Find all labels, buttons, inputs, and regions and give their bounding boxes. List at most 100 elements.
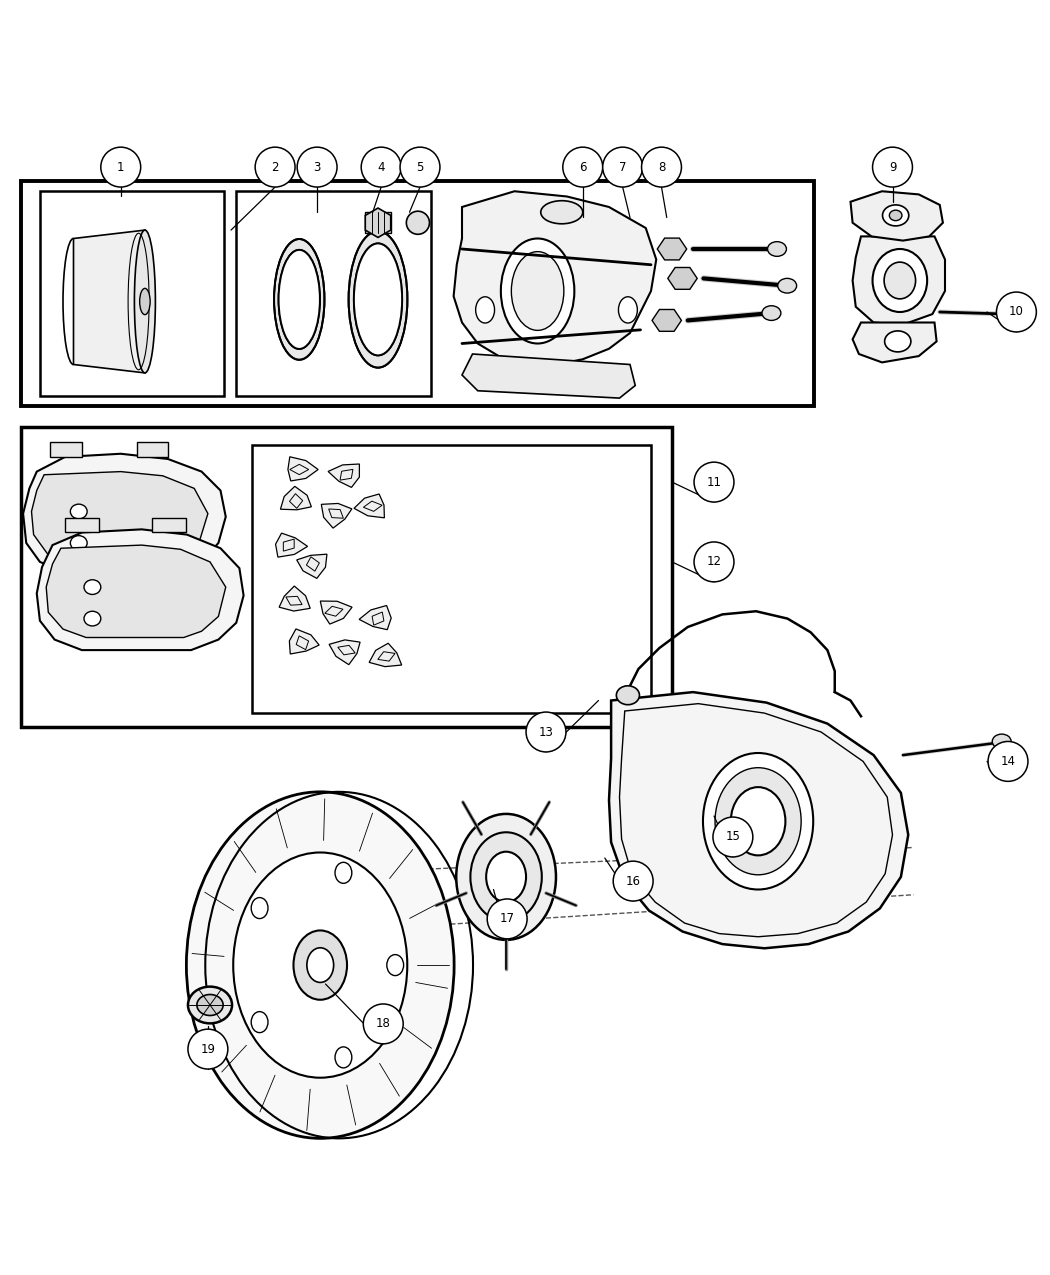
Text: 17: 17 xyxy=(500,913,514,926)
Ellipse shape xyxy=(188,987,232,1024)
Ellipse shape xyxy=(70,536,87,551)
Ellipse shape xyxy=(704,754,813,890)
Ellipse shape xyxy=(251,1011,268,1033)
Text: 11: 11 xyxy=(707,476,721,488)
Polygon shape xyxy=(454,191,656,365)
Ellipse shape xyxy=(873,249,927,312)
Ellipse shape xyxy=(354,244,402,356)
Ellipse shape xyxy=(768,242,786,256)
Circle shape xyxy=(101,147,141,187)
Circle shape xyxy=(694,462,734,502)
Text: 8: 8 xyxy=(657,161,666,173)
Polygon shape xyxy=(370,644,402,667)
Polygon shape xyxy=(853,323,937,362)
Ellipse shape xyxy=(307,947,334,983)
Polygon shape xyxy=(46,546,226,638)
Polygon shape xyxy=(609,692,908,949)
Circle shape xyxy=(694,542,734,581)
Polygon shape xyxy=(290,629,319,654)
Ellipse shape xyxy=(616,686,639,705)
Ellipse shape xyxy=(618,297,637,323)
Polygon shape xyxy=(652,310,681,332)
Polygon shape xyxy=(365,208,391,237)
Ellipse shape xyxy=(456,813,555,940)
Ellipse shape xyxy=(778,278,797,293)
Ellipse shape xyxy=(470,833,542,922)
Ellipse shape xyxy=(84,611,101,626)
Polygon shape xyxy=(328,464,359,487)
Circle shape xyxy=(526,711,566,752)
Ellipse shape xyxy=(501,238,574,343)
Ellipse shape xyxy=(476,297,495,323)
Ellipse shape xyxy=(278,250,320,349)
Circle shape xyxy=(563,147,603,187)
Polygon shape xyxy=(853,236,945,325)
Circle shape xyxy=(400,147,440,187)
Bar xyxy=(152,518,186,533)
Text: 19: 19 xyxy=(201,1043,215,1056)
Text: 13: 13 xyxy=(539,725,553,738)
Polygon shape xyxy=(288,456,318,481)
Bar xyxy=(40,191,224,397)
Ellipse shape xyxy=(731,787,785,856)
Polygon shape xyxy=(275,533,308,557)
Text: 12: 12 xyxy=(707,556,721,569)
Ellipse shape xyxy=(406,212,429,235)
Ellipse shape xyxy=(84,580,101,594)
Text: 15: 15 xyxy=(726,830,740,844)
Text: 1: 1 xyxy=(117,161,125,173)
Ellipse shape xyxy=(335,862,352,884)
Circle shape xyxy=(361,147,401,187)
Ellipse shape xyxy=(197,994,223,1015)
Circle shape xyxy=(603,147,643,187)
Polygon shape xyxy=(329,640,360,664)
Ellipse shape xyxy=(1002,307,1021,321)
Ellipse shape xyxy=(134,230,155,372)
Ellipse shape xyxy=(251,898,268,918)
Polygon shape xyxy=(320,601,352,623)
Text: 16: 16 xyxy=(626,875,640,887)
Circle shape xyxy=(642,147,681,187)
Bar xyxy=(236,191,430,397)
Ellipse shape xyxy=(70,504,87,519)
Ellipse shape xyxy=(884,332,911,352)
Polygon shape xyxy=(321,504,352,528)
Circle shape xyxy=(487,899,527,938)
Ellipse shape xyxy=(889,210,902,221)
Ellipse shape xyxy=(187,792,454,1139)
Polygon shape xyxy=(462,354,635,398)
Text: 18: 18 xyxy=(376,1017,391,1030)
Ellipse shape xyxy=(715,768,801,875)
Ellipse shape xyxy=(884,263,916,298)
Text: 2: 2 xyxy=(271,161,279,173)
Circle shape xyxy=(873,147,912,187)
Ellipse shape xyxy=(335,1047,352,1068)
Polygon shape xyxy=(297,555,327,579)
Polygon shape xyxy=(279,586,310,611)
Ellipse shape xyxy=(486,852,526,903)
Ellipse shape xyxy=(140,288,150,315)
Ellipse shape xyxy=(233,853,407,1077)
Text: 4: 4 xyxy=(377,161,385,173)
Bar xyxy=(136,442,168,456)
Bar xyxy=(50,442,82,456)
Polygon shape xyxy=(74,230,145,372)
Text: 3: 3 xyxy=(313,161,321,173)
Ellipse shape xyxy=(882,205,909,226)
Ellipse shape xyxy=(762,306,781,320)
Circle shape xyxy=(713,817,753,857)
Ellipse shape xyxy=(386,955,403,975)
Circle shape xyxy=(613,861,653,901)
Polygon shape xyxy=(32,472,208,562)
Ellipse shape xyxy=(274,238,324,360)
Circle shape xyxy=(297,147,337,187)
Polygon shape xyxy=(354,493,384,518)
Bar xyxy=(65,518,99,533)
Ellipse shape xyxy=(294,931,346,1000)
Bar xyxy=(21,181,814,407)
Ellipse shape xyxy=(541,200,583,224)
Bar xyxy=(365,212,391,233)
Text: 7: 7 xyxy=(618,161,627,173)
Polygon shape xyxy=(280,486,312,510)
Text: 9: 9 xyxy=(888,161,897,173)
